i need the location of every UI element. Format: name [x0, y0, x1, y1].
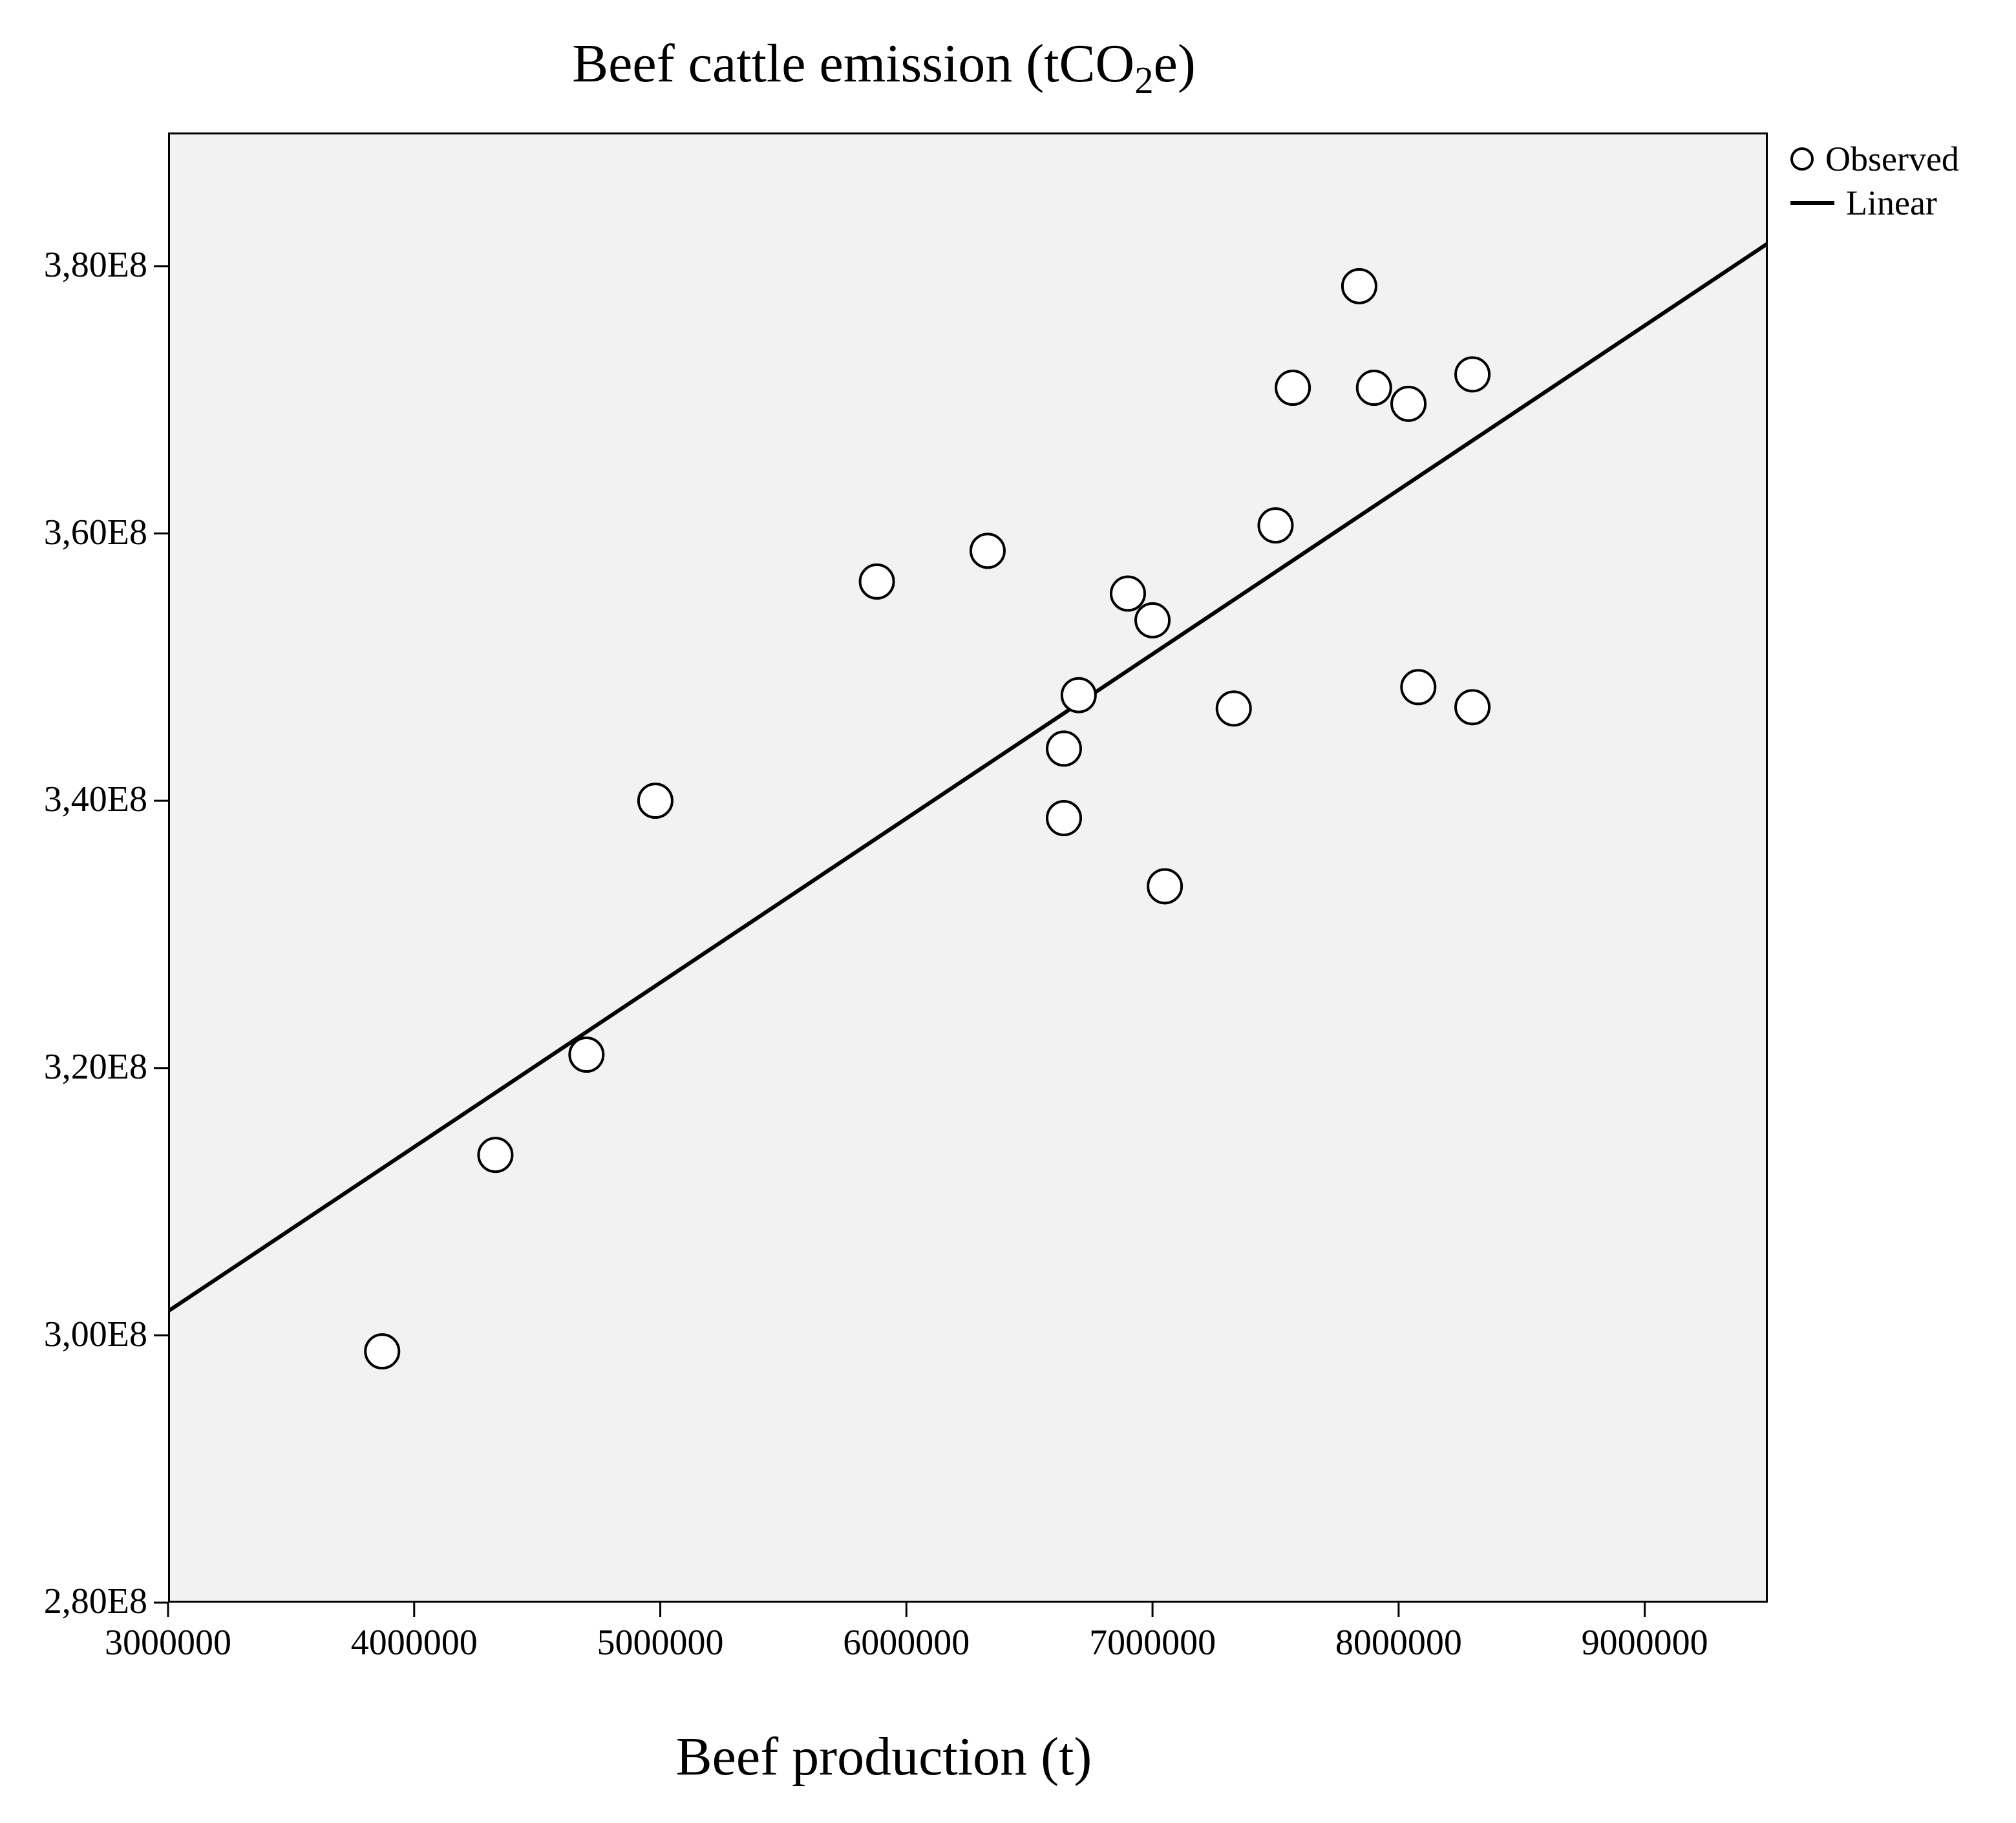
legend-item-label: Linear [1846, 183, 1937, 223]
scatter-point [639, 784, 672, 817]
plot-svg [0, 0, 2016, 1823]
scatter-point [1392, 387, 1425, 421]
x-tick-label: 4000000 [337, 1622, 492, 1663]
scatter-point [1276, 371, 1310, 405]
scatter-point [1047, 801, 1081, 835]
scatter-point [1111, 577, 1145, 611]
scatter-point [1258, 509, 1292, 542]
legend-marker-circle-icon [1790, 147, 1814, 171]
scatter-point [1401, 670, 1435, 704]
scatter-point [1456, 357, 1489, 391]
x-tick-label: 6000000 [829, 1622, 984, 1663]
scatter-point [1342, 269, 1376, 303]
x-tick-label: 8000000 [1321, 1622, 1476, 1663]
scatter-point [569, 1038, 603, 1071]
x-axis-label: Beef production (t) [0, 1725, 1768, 1788]
legend-item: Linear [1790, 183, 1959, 223]
scatter-point [860, 565, 894, 598]
scatter-point [1047, 732, 1081, 765]
x-tick-label: 9000000 [1567, 1622, 1723, 1663]
x-tick-label: 5000000 [583, 1622, 738, 1663]
scatter-point [478, 1138, 512, 1172]
y-tick-label: 2,80E8 [44, 1581, 147, 1622]
scatter-point [1456, 690, 1489, 724]
scatter-point [1357, 371, 1391, 405]
scatter-point [1062, 679, 1096, 712]
scatter-point [971, 534, 1004, 567]
trendline [168, 244, 1768, 1311]
y-tick-label: 3,00E8 [44, 1314, 147, 1355]
scatter-point [365, 1334, 399, 1368]
x-tick-label: 3000000 [90, 1622, 246, 1663]
legend-item-label: Observed [1825, 139, 1959, 179]
y-tick-label: 3,60E8 [44, 512, 147, 553]
legend-item: Observed [1790, 139, 1959, 179]
chart-container: Beef cattle emission (tCO2e) Beef produc… [0, 0, 2016, 1823]
scatter-point [1148, 869, 1182, 903]
y-tick-label: 3,80E8 [44, 244, 147, 286]
legend: ObservedLinear [1790, 139, 1959, 227]
scatter-point [1217, 691, 1251, 725]
scatter-point [1136, 604, 1169, 637]
y-tick-label: 3,40E8 [44, 779, 147, 820]
legend-marker-line-icon [1790, 201, 1834, 205]
y-tick-label: 3,20E8 [44, 1046, 147, 1088]
x-tick-label: 7000000 [1075, 1622, 1230, 1663]
